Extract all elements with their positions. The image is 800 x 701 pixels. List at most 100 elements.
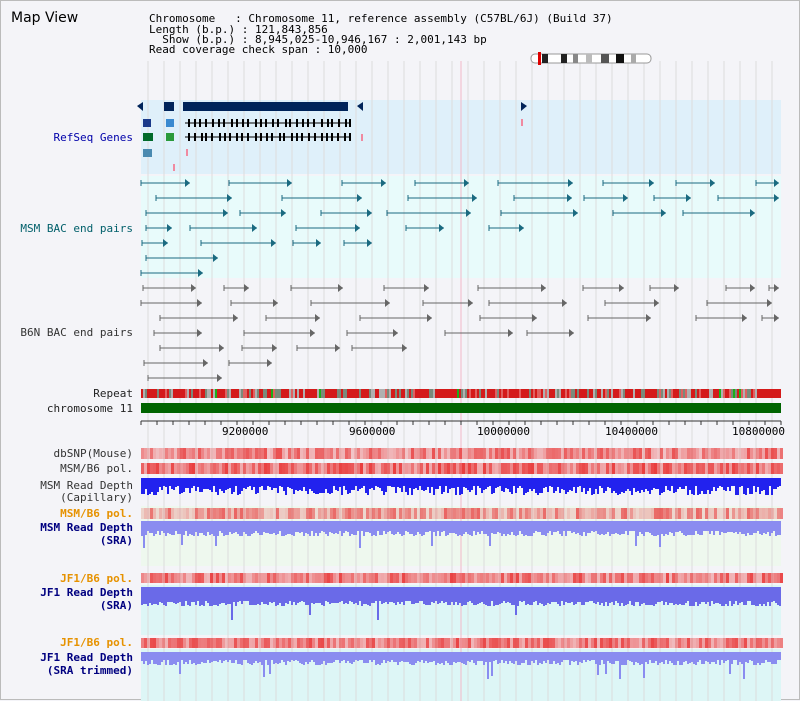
depth-bar <box>439 652 441 664</box>
depth-bar <box>381 587 383 604</box>
gene-exon <box>265 119 267 127</box>
depth-bar <box>389 478 391 486</box>
depth-bar <box>581 587 583 605</box>
repeat-block <box>395 389 397 398</box>
depth-bar <box>347 652 349 661</box>
depth-bar <box>763 652 765 663</box>
depth-bar <box>413 587 415 604</box>
depth-bar <box>165 478 167 487</box>
polymorphism-cell <box>417 573 420 583</box>
polymorphism-cell <box>771 463 774 474</box>
depth-bar <box>249 521 251 536</box>
depth-bar <box>691 521 693 535</box>
depth-bar <box>169 652 171 665</box>
polymorphism-cell <box>678 573 681 583</box>
depth-bar <box>213 478 215 486</box>
polymorphism-cell <box>522 508 525 519</box>
polymorphism-cell <box>387 638 390 648</box>
track-label-msm-bac[interactable]: MSM BAC end pairs <box>20 222 133 235</box>
b6n-bac-pair-arrow <box>385 299 390 307</box>
depth-bar <box>721 652 723 660</box>
depth-bar <box>583 587 585 605</box>
gene-exon <box>302 119 304 127</box>
polymorphism-cell <box>711 508 714 519</box>
repeat-block <box>667 389 669 398</box>
polymorphism-cell <box>654 638 657 648</box>
polymorphism-cell <box>183 508 186 519</box>
depth-bar <box>335 652 337 660</box>
depth-bar <box>349 587 351 601</box>
polymorphism-cell <box>600 638 603 648</box>
coverage-span-info: Read coverage check span : 10,000 <box>149 43 368 56</box>
depth-bar <box>167 521 169 533</box>
depth-bar <box>531 521 533 536</box>
repeat-block <box>511 389 513 398</box>
polymorphism-cell <box>705 463 708 474</box>
polymorphism-cell <box>225 448 228 459</box>
depth-bar <box>515 521 517 536</box>
polymorphism-cell <box>693 463 696 474</box>
depth-bar <box>179 587 181 602</box>
polymorphism-cell <box>192 638 195 648</box>
polymorphism-cell <box>267 448 270 459</box>
polymorphism-cell <box>357 638 360 648</box>
gene-marker <box>173 164 175 171</box>
polymorphism-cell <box>204 463 207 474</box>
depth-bar <box>569 478 571 490</box>
polymorphism-cell <box>297 638 300 648</box>
polymorphism-cell <box>150 448 153 459</box>
depth-bar <box>643 587 645 603</box>
repeat-block <box>317 389 319 398</box>
depth-bar <box>455 587 457 602</box>
polymorphism-cell <box>369 638 372 648</box>
depth-bar <box>147 652 149 665</box>
b6n-bac-pair-arrow <box>335 344 340 352</box>
depth-bar <box>753 652 755 665</box>
depth-bar <box>251 587 253 605</box>
depth-bar <box>389 587 391 602</box>
polymorphism-cell <box>729 448 732 459</box>
depth-bar <box>285 587 287 603</box>
polymorphism-cell <box>498 508 501 519</box>
depth-bar <box>665 587 667 602</box>
repeat-block <box>487 389 489 398</box>
polymorphism-cell <box>441 638 444 648</box>
depth-bar <box>499 521 501 533</box>
depth-bar <box>221 652 223 663</box>
polymorphism-cell <box>465 448 468 459</box>
polymorphism-cell <box>522 573 525 583</box>
polymorphism-cell <box>510 508 513 519</box>
polymorphism-cell <box>225 463 228 474</box>
depth-bar <box>423 652 425 663</box>
depth-bar <box>317 521 319 536</box>
depth-bar <box>511 652 513 663</box>
depth-bar <box>377 521 379 531</box>
polymorphism-cell <box>567 448 570 459</box>
depth-bar <box>673 478 675 493</box>
depth-bar <box>295 478 297 490</box>
polymorphism-cell <box>489 508 492 519</box>
depth-bar <box>753 478 755 486</box>
repeat-block <box>553 389 555 398</box>
depth-bar <box>647 521 649 532</box>
polymorphism-cell <box>489 463 492 474</box>
polymorphism-cell <box>576 638 579 648</box>
polymorphism-cell <box>450 638 453 648</box>
repeat-block <box>669 389 671 398</box>
gene-exon <box>194 133 196 141</box>
repeat-block <box>485 389 487 398</box>
depth-bar <box>559 521 561 534</box>
repeat-block <box>407 389 409 398</box>
track-label-b6n-bac[interactable]: B6N BAC end pairs <box>20 326 133 339</box>
polymorphism-cell <box>435 508 438 519</box>
track-label-refseq[interactable]: RefSeq Genes <box>53 131 133 144</box>
depth-bar <box>621 652 623 665</box>
polymorphism-cell <box>297 508 300 519</box>
depth-bar <box>521 587 523 602</box>
depth-bar <box>451 521 453 533</box>
polymorphism-cell <box>696 463 699 474</box>
polymorphism-cell <box>282 508 285 519</box>
polymorphism-cell <box>459 573 462 583</box>
depth-bar <box>687 587 689 601</box>
